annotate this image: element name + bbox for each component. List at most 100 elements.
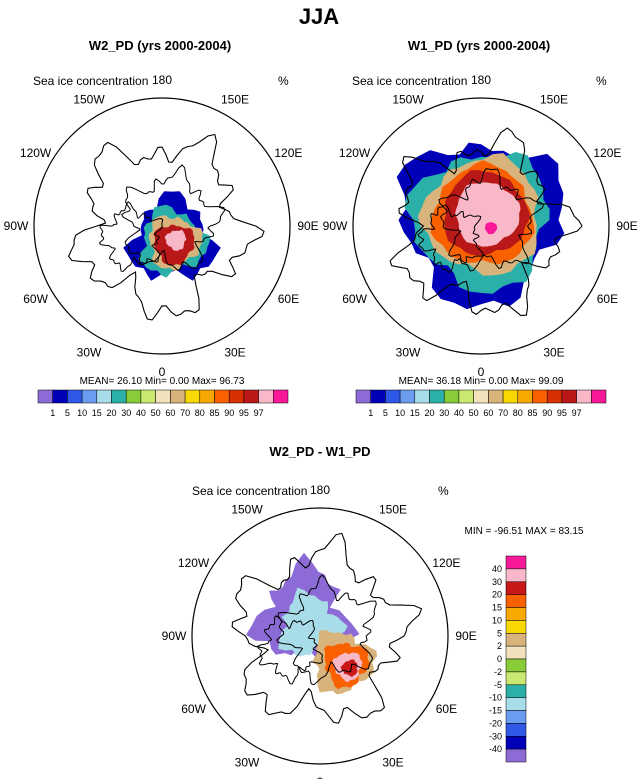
colorbar-swatch	[561, 389, 577, 404]
colorbar-tick-label: 15	[410, 408, 420, 418]
panel-title: W1_PD (yrs 2000-2004)	[408, 38, 550, 53]
ice-contour-fill	[455, 182, 521, 247]
units-label: %	[278, 74, 289, 88]
colorbar-swatch	[370, 389, 386, 404]
colorbar-tick-label: 20	[492, 590, 502, 600]
colorbar-tick-label: 90	[224, 408, 234, 418]
longitude-label: 30W	[235, 755, 260, 769]
map-boundary	[191, 507, 449, 765]
colorbar-tick-label: 70	[180, 408, 190, 418]
ice-contour-fill	[485, 222, 498, 235]
colorbar-tick-label: 40	[136, 408, 146, 418]
longitude-label: 150W	[73, 93, 105, 107]
stats-text: MEAN= 36.18 Min= 0.00 Max= 99.09	[399, 376, 564, 387]
colorbar-tick-label: 80	[195, 408, 205, 418]
colorbar-swatch	[458, 389, 474, 404]
longitude-label: 180	[471, 73, 491, 87]
longitude-label: 30E	[382, 755, 403, 769]
colorbar-tick-label: 50	[469, 408, 479, 418]
colorbar-tick-label: 40	[492, 564, 502, 574]
longitude-label: 120E	[432, 556, 460, 570]
colorbar-swatch	[111, 389, 127, 404]
longitude-label: 0	[478, 365, 485, 379]
units-label: %	[596, 74, 607, 88]
longitude-label: 60W	[342, 292, 367, 306]
units-label: %	[438, 484, 449, 498]
colorbar-tick-label: 30	[439, 408, 449, 418]
variable-label: Sea ice concentration	[33, 74, 148, 88]
colorbar-swatch	[67, 389, 83, 404]
longitude-label: 60E	[278, 292, 299, 306]
longitude-label: 0	[159, 365, 166, 379]
colorbar-swatch	[170, 389, 186, 404]
colorbar-tick-label: -5	[494, 680, 502, 690]
colorbar-swatch	[443, 389, 460, 404]
polar-map: 180 150E 120E 90E 60E 30E 0 30W 60W 90W 120W 150W	[323, 73, 638, 379]
longitude-label: 120W	[20, 146, 52, 160]
colorbar-swatch	[505, 555, 527, 570]
longitude-label: 90W	[162, 629, 187, 643]
colorbar-tick-label: 97	[254, 408, 264, 418]
colorbar-swatch	[399, 389, 416, 404]
map-boundary	[33, 97, 291, 355]
longitude-label: 90W	[4, 219, 29, 233]
colorbar-tick-label: 80	[513, 408, 523, 418]
colorbar-swatch	[502, 389, 519, 404]
colorbar-swatch	[140, 389, 156, 404]
colorbar-tick-label: 85	[209, 408, 219, 418]
longitude-label: 60E	[436, 702, 457, 716]
longitude-label: 30W	[396, 345, 421, 359]
colorbar-tick-label: 30	[121, 408, 131, 418]
longitude-label: 150E	[221, 93, 249, 107]
colorbar-swatch	[385, 389, 401, 404]
colorbar-swatch	[517, 389, 533, 404]
colorbar-swatch	[505, 723, 527, 737]
colorbar-tick-label: 5	[383, 408, 388, 418]
longitude-label: 90E	[455, 629, 476, 643]
colorbar-swatch	[505, 710, 527, 724]
colorbar-tick-label: 15	[92, 408, 102, 418]
colorbar-tick-label: 30	[492, 577, 502, 587]
colorbar-swatch	[81, 389, 98, 404]
map-contents	[67, 133, 265, 321]
colorbar-tick-label: 40	[454, 408, 464, 418]
coastline	[389, 127, 583, 317]
colorbar-swatch	[488, 389, 504, 404]
colorbar-swatch	[52, 389, 68, 404]
colorbar-tick-label: -10	[489, 693, 502, 703]
map-boundary	[352, 97, 610, 355]
colorbar-swatch	[505, 736, 527, 750]
longitude-label: 120W	[178, 556, 210, 570]
colorbar-tick-label: 60	[483, 408, 493, 418]
colorbar-swatch	[429, 389, 445, 404]
longitude-label: 150W	[231, 503, 263, 517]
longitude-label: 180	[152, 73, 172, 87]
colorbar-swatch	[505, 581, 527, 595]
colorbar-tick-label: 1	[50, 408, 55, 418]
panel-title: W2_PD (yrs 2000-2004)	[89, 38, 231, 53]
longitude-label: 90W	[323, 219, 348, 233]
colorbar-swatch	[273, 389, 289, 404]
colorbar: 1 5 10 15 20 30 40 50 60 70 80 85 90 95 97	[355, 389, 607, 418]
colorbar-tick-label: 97	[572, 408, 582, 418]
colorbar-swatch	[505, 607, 527, 621]
colorbar-tick-label: -15	[489, 706, 502, 716]
coastline	[231, 532, 423, 724]
longitude-label: 60W	[181, 702, 206, 716]
longitude-label: 150E	[379, 503, 407, 517]
colorbar-swatch	[576, 389, 592, 404]
colorbar-swatch	[355, 389, 371, 404]
coastline	[67, 133, 265, 321]
colorbar-tick-label: 10	[395, 408, 405, 418]
colorbar-tick-label: -40	[489, 744, 502, 754]
longitude-label: 60W	[23, 292, 48, 306]
map-contents	[389, 127, 583, 317]
map-contents	[231, 532, 423, 724]
colorbar-swatch	[505, 645, 527, 660]
coastline	[417, 204, 485, 273]
coastline	[276, 574, 377, 686]
longitude-label: 180	[310, 483, 330, 497]
colorbar-swatch	[505, 671, 527, 686]
